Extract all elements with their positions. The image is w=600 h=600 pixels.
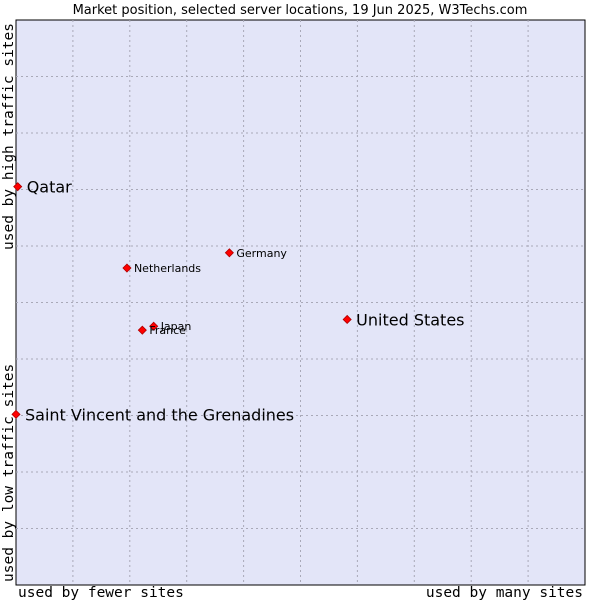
point-germany bbox=[224, 248, 234, 258]
point-label-netherlands: Netherlands bbox=[134, 262, 201, 275]
point-label-france: France bbox=[149, 324, 186, 337]
x-axis-label-fewer: used by fewer sites bbox=[18, 585, 184, 600]
data-points: Qatar Germany Netherlands United States Japa… bbox=[11, 178, 465, 424]
point-saint-vincent-and-the-grenadines bbox=[11, 409, 21, 419]
point-label-japan: Japan bbox=[160, 320, 192, 333]
grid-lines bbox=[16, 20, 585, 585]
point-united-states bbox=[342, 314, 352, 325]
point-netherlands bbox=[122, 263, 132, 273]
point-france bbox=[137, 325, 147, 335]
x-axis-label-many: used by many sites bbox=[426, 585, 583, 600]
point-label-saint-vincent-and-the-grenadines: Saint Vincent and the Grenadines bbox=[25, 405, 294, 424]
chart-title: Market position, selected server locatio… bbox=[73, 3, 528, 18]
point-qatar bbox=[13, 182, 23, 192]
y-axis-label-high: used by high traffic sites bbox=[1, 23, 17, 250]
point-label-qatar: Qatar bbox=[27, 178, 72, 197]
y-axis-label-low: used by low traffic sites bbox=[1, 364, 17, 582]
point-label-united-states: United States bbox=[356, 310, 464, 329]
point-japan bbox=[149, 321, 159, 331]
point-label-germany: Germany bbox=[236, 247, 287, 260]
